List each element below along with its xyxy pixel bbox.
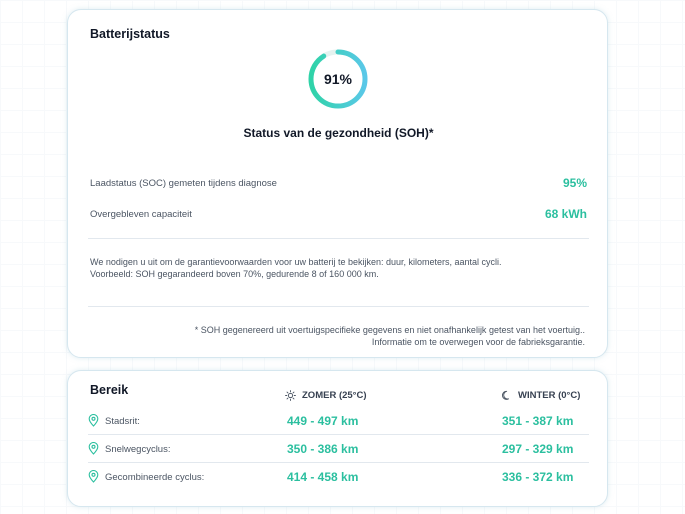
summer-range-value: 350 - 386 km: [287, 442, 359, 456]
footnote-line1: * SOH gegenereerd uit voertuigspecifieke…: [194, 325, 585, 335]
warranty-note: We nodigen u uit om de garantievoorwaard…: [90, 257, 590, 280]
range-row-label: Snelwegcyclus:: [105, 444, 171, 455]
range-card-title: Bereik: [90, 383, 129, 397]
sun-icon: [285, 390, 296, 401]
map-pin-icon: [88, 414, 99, 427]
range-row-label: Stadsrit:: [105, 416, 140, 427]
range-row-combined: Gecombineerde cyclus: 414 - 458 km 336 -…: [88, 463, 589, 491]
range-row-label: Gecombineerde cyclus:: [105, 472, 205, 483]
map-pin-icon: [88, 442, 99, 455]
soc-row: Laadstatus (SOC) gemeten tijdens diagnos…: [90, 176, 587, 190]
soh-value: 91%: [323, 71, 353, 87]
divider: [88, 238, 589, 239]
footnote-line2: Informatie om te overwegen voor de fabri…: [371, 336, 585, 347]
summer-range-value: 414 - 458 km: [287, 470, 359, 484]
soh-ring-gauge: 91%: [307, 48, 369, 110]
soh-ring-svg: [308, 49, 368, 109]
soh-label: Status van de gezondheid (SOH)*: [243, 126, 434, 140]
capacity-label: Overgebleven capaciteit: [90, 208, 192, 220]
warranty-note-line2: Voorbeeld: SOH gegarandeerd boven 70%, g…: [90, 268, 379, 279]
winter-header-label: WINTER (0°C): [518, 390, 581, 401]
soh-ring-fill: [308, 49, 368, 109]
soh-footnote: * SOH gegenereerd uit voertuigspecifieke…: [105, 325, 585, 348]
divider: [88, 306, 589, 307]
range-card: Bereik ZOMER (25°C) WINTER (0°C) Stadsri…: [67, 370, 608, 507]
winter-range-value: 336 - 372 km: [502, 470, 574, 484]
range-row-highway: Snelwegcyclus: 350 - 386 km 297 - 329 km: [88, 435, 589, 463]
map-pin-icon: [88, 470, 99, 483]
soc-label: Laadstatus (SOC) gemeten tijdens diagnos…: [90, 177, 277, 189]
soc-value: 95%: [562, 176, 587, 190]
battery-card-title: Batterijstatus: [90, 27, 170, 41]
warranty-note-line1: We nodigen u uit om de garantievoorwaard…: [90, 257, 502, 267]
capacity-row: Overgebleven capaciteit 68 kWh: [90, 207, 587, 221]
moon-icon: [502, 390, 509, 400]
capacity-value: 68 kWh: [544, 207, 587, 221]
summer-range-value: 449 - 497 km: [287, 414, 359, 428]
summer-header-label: ZOMER (25°C): [302, 390, 367, 401]
winter-range-value: 297 - 329 km: [502, 442, 574, 456]
battery-status-card: Batterijstatus 91% Status van de gezondh…: [67, 9, 608, 358]
range-row-city: Stadsrit: 449 - 497 km 351 - 387 km: [88, 407, 589, 435]
winter-header: WINTER (0°C): [501, 390, 580, 401]
summer-header: ZOMER (25°C): [285, 390, 367, 401]
winter-range-value: 351 - 387 km: [502, 414, 574, 428]
